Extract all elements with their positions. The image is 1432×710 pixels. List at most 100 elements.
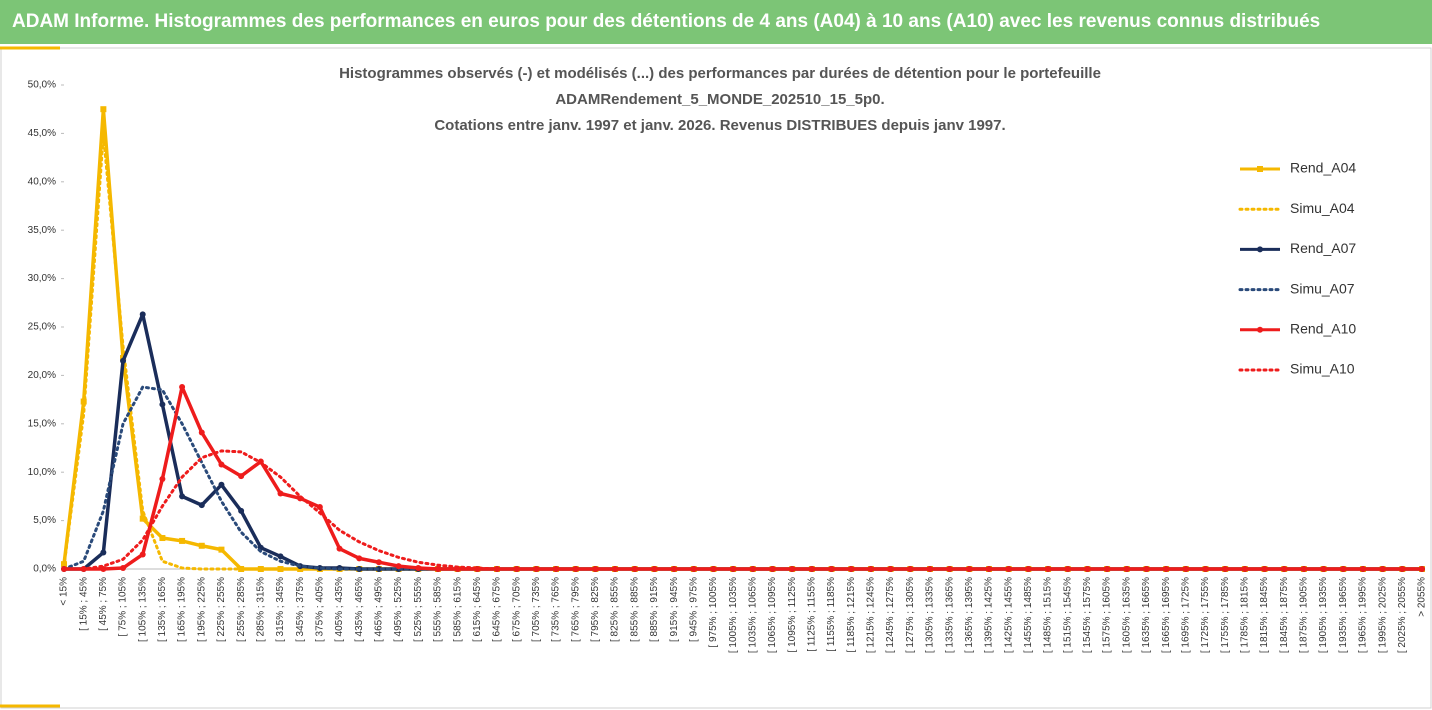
marker	[277, 553, 284, 560]
marker	[139, 311, 146, 318]
marker	[277, 490, 284, 497]
x-tick-label: [ 795% ; 825%	[590, 577, 601, 642]
marker	[415, 565, 422, 572]
marker	[375, 566, 382, 572]
x-tick-label: [ 1905% ; 1935%	[1318, 577, 1329, 653]
y-tick-label: 0,0%	[33, 564, 56, 575]
y-tick-label: 15,0%	[28, 418, 56, 429]
x-tick-label: [ 1485% ; 1515%	[1043, 577, 1054, 653]
marker	[159, 535, 166, 542]
y-tick-label: 45,0%	[28, 128, 56, 139]
x-tick-label: [ 75% ; 105%	[118, 577, 129, 637]
x-tick-label: [ 1875% ; 1905%	[1299, 577, 1310, 653]
x-tick-label: [ 405% ; 435%	[334, 577, 345, 642]
legend-label: Simu_A04	[1290, 200, 1355, 216]
header-title: ADAM Informe. Histogrammes des performan…	[0, 0, 1432, 44]
x-tick-label: [ 1125% ; 1155%	[807, 577, 818, 652]
marker	[238, 507, 245, 514]
x-tick-label: [ 885% ; 915%	[649, 577, 660, 642]
x-tick-label: [ 1245% ; 1275%	[885, 577, 896, 653]
x-tick-label: [ 1185% ; 1215%	[846, 577, 857, 653]
marker	[120, 565, 127, 572]
marker	[218, 461, 225, 468]
x-tick-label: [ 1815% ; 1845%	[1259, 577, 1270, 653]
x-tick-label: [ 1455% ; 1485%	[1023, 577, 1034, 653]
x-tick-label: [ 2025% ; 2055%	[1397, 577, 1408, 653]
x-tick-label: [ 1665% ; 1695%	[1161, 577, 1172, 653]
x-tick-label: [ 1545% ; 1575%	[1082, 577, 1093, 653]
x-tick-label: [ 1725% ; 1755%	[1200, 577, 1211, 653]
marker	[395, 563, 402, 570]
x-tick-label: < 15%	[59, 577, 70, 606]
marker	[139, 551, 146, 558]
x-tick-label: [ 1575% ; 1605%	[1102, 577, 1113, 653]
x-tick-label: [ 105% ; 135%	[137, 577, 148, 642]
legend-label: Simu_A07	[1290, 280, 1355, 296]
x-tick-label: [ 1845% ; 1875%	[1279, 577, 1290, 653]
x-tick-label: [ 165% ; 195%	[177, 577, 188, 642]
y-tick-label: 10,0%	[28, 467, 56, 478]
marker	[159, 401, 166, 408]
marker	[179, 537, 186, 544]
y-tick-label: 20,0%	[28, 370, 56, 381]
marker	[1182, 566, 1189, 572]
marker	[100, 106, 107, 113]
marker	[356, 555, 363, 562]
legend-label: Rend_A07	[1290, 240, 1356, 256]
marker	[1045, 566, 1052, 572]
x-tick-label: [ 345% ; 375%	[295, 577, 306, 642]
x-tick-label: [ 645% ; 675%	[492, 577, 503, 642]
x-tick-label: [ 1035% ; 1065%	[747, 577, 758, 653]
x-tick-label: [ 255% ; 285%	[236, 577, 247, 642]
marker	[238, 473, 245, 480]
legend-label: Simu_A10	[1290, 361, 1355, 377]
marker	[100, 549, 107, 556]
marker	[198, 429, 205, 436]
x-tick-label: [ 1275% ; 1305%	[905, 577, 916, 653]
x-tick-label: [ 1965% ; 1995%	[1358, 577, 1369, 653]
x-tick-label: [ 195% ; 225%	[196, 577, 207, 642]
marker	[198, 542, 205, 549]
legend-label: Rend_A10	[1290, 321, 1356, 337]
x-tick-label: [ 1215% ; 1245%	[866, 577, 877, 653]
series-line	[62, 107, 1422, 571]
x-tick-label: [ 1095% ; 1125%	[787, 577, 798, 653]
x-tick-label: [ 1935% ; 1965%	[1338, 577, 1349, 653]
x-tick-label: [ 315% ; 345%	[275, 577, 286, 642]
x-tick-label: [ 45% ; 75%	[98, 577, 109, 631]
x-tick-label: [ 1065% ; 1095%	[767, 577, 778, 653]
x-tick-label: [ 1365% ; 1395%	[964, 577, 975, 653]
x-tick-label: [ 1305% ; 1335%	[925, 577, 936, 653]
chart-title: Histogrammes observés (-) et modélisés (…	[339, 65, 1101, 82]
x-tick-label: [ 855% ; 885%	[629, 577, 640, 642]
x-tick-label: [ 15% ; 45%	[78, 577, 89, 631]
series-line	[64, 385, 1422, 571]
chart: Histogrammes observés (-) et modélisés (…	[0, 46, 1432, 709]
marker	[120, 357, 127, 364]
chart-frame	[0, 47, 1432, 709]
marker	[218, 546, 225, 553]
x-tick-label: [ 1605% ; 1635%	[1121, 577, 1132, 653]
legend-marker	[1257, 166, 1263, 172]
marker	[198, 502, 205, 509]
x-tick-label: [ 1995% ; 2025%	[1377, 577, 1388, 653]
marker	[690, 566, 697, 572]
x-tick-label: [ 975% ; 1005%	[708, 577, 719, 648]
x-tick-label: [ 1785% ; 1815%	[1240, 577, 1251, 653]
marker	[277, 566, 284, 572]
marker	[139, 515, 146, 522]
x-tick-label: [ 825% ; 855%	[610, 577, 621, 642]
x-tick-label: [ 285% ; 315%	[255, 577, 266, 642]
x-tick-label: [ 1425% ; 1455%	[1003, 577, 1014, 653]
x-tick-label: [ 555% ; 585%	[433, 577, 444, 642]
marker	[553, 566, 560, 572]
legend-marker	[1257, 246, 1263, 253]
y-tick-label: 25,0%	[28, 322, 56, 333]
x-tick-label: [ 435% ; 465%	[354, 577, 365, 642]
x-tick-label: [ 765% ; 795%	[570, 577, 581, 642]
marker	[966, 566, 973, 572]
x-tick-label: [ 1515% ; 1545%	[1062, 577, 1073, 653]
x-tick-label: [ 375% ; 405%	[314, 577, 325, 642]
x-tick-label: [ 495% ; 525%	[393, 577, 404, 642]
